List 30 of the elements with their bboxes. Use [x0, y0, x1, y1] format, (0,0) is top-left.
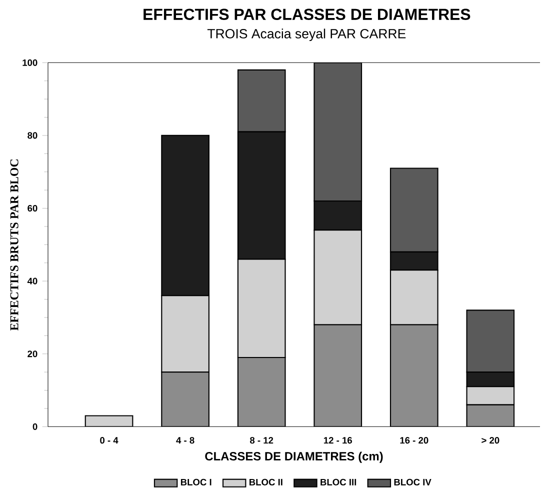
bar — [237, 258, 286, 358]
y-tick-label: 0 — [32, 423, 38, 430]
x-tick-label: 0 - 4 — [100, 437, 118, 444]
bar — [390, 270, 438, 326]
bar — [237, 356, 286, 427]
x-tick-label: 8 - 12 — [250, 437, 274, 444]
chart-subtitle: TROIS Acacia seyal PAR CARRE — [207, 28, 406, 42]
bar — [390, 324, 438, 427]
y-tick-label: 100 — [22, 59, 38, 66]
y-tick-label: 20 — [28, 350, 38, 358]
legend-label: BLOC II — [249, 478, 282, 486]
x-tick-label: > 20 — [482, 437, 500, 444]
y-tick-label: 60 — [28, 204, 38, 212]
x-tick-label: 16 - 20 — [400, 437, 428, 444]
y-tick-label: 80 — [28, 132, 38, 139]
x-tick-label: 4 - 8 — [176, 437, 194, 444]
x-tick-label: 12 - 16 — [324, 437, 352, 444]
bar — [466, 404, 515, 427]
bar — [314, 230, 362, 326]
legend-label: BLOC III — [320, 478, 356, 486]
y-tick-label: 40 — [27, 278, 38, 284]
x-axis-title: CLASSES DE DIAMETRES (cm) — [205, 452, 383, 463]
bar — [314, 324, 362, 427]
bar — [161, 295, 210, 373]
bar — [161, 372, 210, 427]
bar — [466, 386, 515, 406]
chart-title: EFFECTIFS PAR CLASSES DE DIAMETRES — [144, 8, 470, 20]
legend-label: BLOC I — [180, 478, 212, 486]
legend-label: BLOC IV — [394, 478, 432, 486]
y-axis-title: EFFECTIFS BRUTS PAR BLOC — [10, 160, 18, 331]
